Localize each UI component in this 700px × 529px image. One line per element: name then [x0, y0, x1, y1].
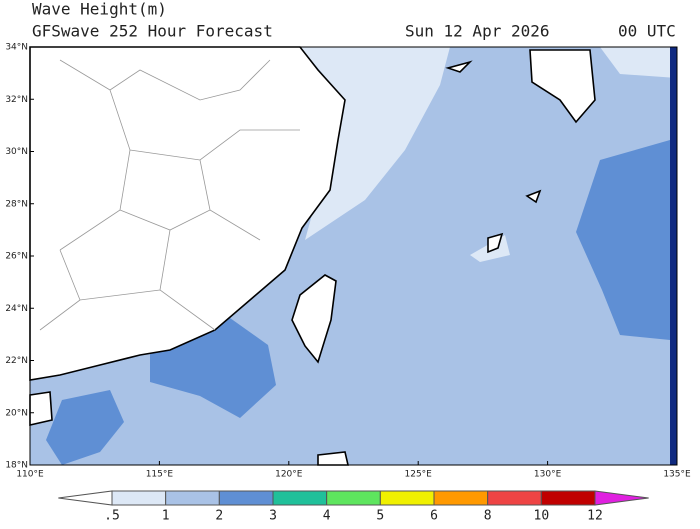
colorbar-label: 10: [534, 509, 550, 524]
colorbar-label: 1: [162, 509, 170, 524]
lat-tick-label: 32°N: [5, 95, 28, 105]
colorbar-label: 5: [376, 509, 384, 524]
colorbar-box: [218, 490, 274, 506]
land: [317, 451, 350, 466]
colorbar-low: [58, 490, 113, 506]
land: [525, 189, 542, 204]
land: [487, 232, 504, 254]
axes: 110°E 115°E 120°E 125°E 130°E 135°E 18°N 20°N 22…: [5, 43, 691, 480]
sea-zone: [576, 140, 670, 340]
land: [291, 274, 337, 364]
lat-tick-label: 18°N: [5, 461, 28, 471]
subtitle: GFSwave 252 Hour Forecast: [32, 22, 273, 41]
map: [29, 46, 677, 466]
colorbar-label: 3: [269, 509, 277, 524]
colorbar-box: [487, 490, 542, 506]
colorbar-label: 8: [484, 509, 492, 524]
province-border: [39, 59, 300, 331]
land: [29, 391, 53, 427]
colorbar-box: [433, 490, 489, 506]
lat-tick-label: 20°N: [5, 408, 28, 418]
land: [445, 60, 473, 73]
colorbar-box: [326, 490, 381, 506]
sea-zone: [300, 47, 450, 240]
lon-tick-label: 115°E: [146, 470, 174, 480]
colorbar-label: 12: [587, 509, 603, 524]
colorbar-label: 4: [323, 509, 331, 524]
lat-tick-label: 22°N: [5, 356, 28, 366]
lon-tick-label: 110°E: [16, 470, 44, 480]
lat-tick-label: 28°N: [5, 199, 28, 209]
lon-tick-label: 135°E: [663, 470, 691, 480]
colorbar-box: [540, 490, 596, 506]
lat-tick-label: 26°N: [5, 252, 28, 262]
title: Wave Height(m): [32, 0, 167, 19]
lat-tick-label: 30°N: [5, 147, 28, 157]
lon-tick-label: 125°E: [405, 470, 433, 480]
lon-tick-label: 120°E: [275, 470, 303, 480]
colorbar-label: 2: [215, 509, 223, 524]
colorbar-label: .5: [104, 509, 120, 524]
colorbar-box: [272, 490, 328, 506]
land: [529, 49, 596, 124]
map-edge: [670, 47, 677, 465]
colorbar-box: [165, 490, 220, 506]
lat-tick-label: 24°N: [5, 304, 28, 314]
colorbar-label: 6: [430, 509, 438, 524]
colorbar: .5 1 2 3 4 5 6 8 10 12: [58, 490, 649, 524]
date: Sun 12 Apr 2026: [405, 22, 550, 41]
colorbar-high: [594, 490, 649, 506]
colorbar-box: [111, 490, 167, 506]
lat-tick-label: 34°N: [5, 43, 28, 53]
sea-zone: [600, 47, 677, 78]
time: 00 UTC: [618, 22, 676, 41]
lon-tick-label: 130°E: [534, 470, 562, 480]
sea-zone: [46, 390, 124, 465]
colorbar-box: [379, 490, 435, 506]
